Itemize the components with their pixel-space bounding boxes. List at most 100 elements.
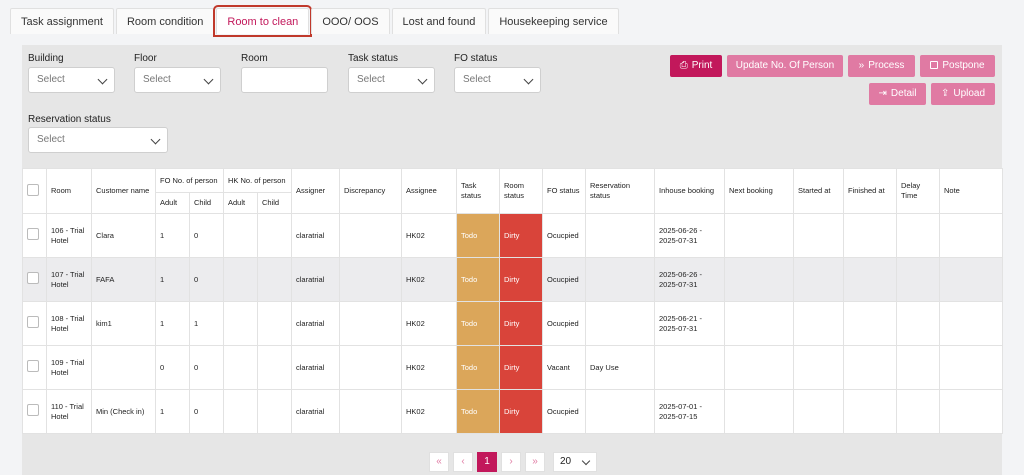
building-select-value: Select bbox=[37, 74, 65, 85]
cell-delay bbox=[896, 301, 940, 346]
cell-fo-adult: 1 bbox=[155, 213, 190, 258]
cell-delay bbox=[896, 213, 940, 258]
select-all-checkbox[interactable] bbox=[27, 183, 39, 196]
row-select-cell bbox=[22, 301, 47, 346]
cell-note bbox=[939, 389, 1003, 434]
col-discrepancy: Discrepancy bbox=[339, 168, 402, 214]
cell-customer: Clara bbox=[91, 213, 156, 258]
cell-hk-adult bbox=[223, 257, 258, 302]
cell-room: 106 - Trial Hotel bbox=[46, 213, 92, 258]
reservation-status-label: Reservation status bbox=[28, 114, 111, 125]
upload-button-label: Upload bbox=[953, 88, 986, 99]
chevron-down-icon bbox=[581, 456, 591, 466]
table-row[interactable]: 106 - Trial Hotel Clara 1 0 claratrial H… bbox=[22, 213, 1003, 258]
building-label: Building bbox=[28, 53, 64, 64]
cell-next-booking bbox=[724, 213, 794, 258]
cell-started-at bbox=[793, 257, 844, 302]
tab-ooo-oos[interactable]: OOO/ OOS bbox=[311, 8, 390, 34]
printer-icon: ⎙ bbox=[679, 60, 688, 71]
tab-room-to-clean[interactable]: Room to clean bbox=[213, 5, 313, 37]
detail-button-label: Detail bbox=[890, 88, 917, 99]
cell-inhouse: 2025-06-26 - 2025-07-31 bbox=[654, 257, 725, 302]
cell-hk-adult bbox=[223, 345, 258, 390]
cell-room-status: Dirty bbox=[499, 257, 543, 302]
tab-task-assignment[interactable]: Task assignment bbox=[10, 8, 114, 34]
cell-started-at bbox=[793, 213, 844, 258]
cell-task-status: Todo bbox=[456, 301, 500, 346]
cell-task-status: Todo bbox=[456, 389, 500, 434]
last-page-button[interactable]: » bbox=[525, 452, 545, 472]
row-checkbox[interactable] bbox=[27, 316, 39, 328]
cell-reservation-status bbox=[585, 257, 655, 302]
reservation-status-select[interactable]: Select bbox=[28, 127, 168, 153]
cell-next-booking bbox=[724, 301, 794, 346]
postpone-button[interactable]: Postpone bbox=[920, 55, 995, 77]
col-room-status: Room status bbox=[499, 168, 543, 214]
table-row[interactable]: 108 - Trial Hotel kim1 1 1 claratrial HK… bbox=[22, 301, 1003, 346]
row-checkbox[interactable] bbox=[27, 360, 39, 372]
upload-icon: ⇪ bbox=[940, 88, 950, 99]
row-select-cell bbox=[22, 257, 47, 302]
process-button[interactable]: » Process bbox=[848, 55, 915, 77]
cell-customer: Min (Check in) bbox=[91, 389, 156, 434]
building-select[interactable]: Select bbox=[28, 67, 115, 93]
table-row[interactable]: 107 - Trial Hotel FAFA 1 0 claratrial HK… bbox=[22, 257, 1003, 302]
fo-status-select[interactable]: Select bbox=[454, 67, 541, 93]
row-checkbox[interactable] bbox=[27, 228, 39, 240]
floor-select[interactable]: Select bbox=[134, 67, 221, 93]
cell-assigner: claratrial bbox=[291, 345, 340, 390]
tab-lost-and-found[interactable]: Lost and found bbox=[391, 8, 487, 34]
col-hk-persons: HK No. of person bbox=[223, 168, 292, 193]
table-row[interactable]: 110 - Trial Hotel Min (Check in) 1 0 cla… bbox=[22, 389, 1003, 434]
detail-button[interactable]: ⇥ Detail bbox=[869, 83, 926, 105]
chevron-down-icon bbox=[203, 74, 214, 85]
cell-discrepancy bbox=[339, 389, 402, 434]
col-next-booking: Next booking bbox=[724, 168, 794, 214]
cell-reservation-status: Day Use bbox=[585, 345, 655, 390]
task-status-select[interactable]: Select bbox=[348, 67, 435, 93]
cell-hk-adult bbox=[223, 301, 258, 346]
print-button[interactable]: ⎙ Print bbox=[670, 55, 722, 77]
room-input[interactable] bbox=[241, 67, 328, 93]
prev-page-button[interactable]: ‹ bbox=[453, 452, 473, 472]
first-page-button[interactable]: « bbox=[429, 452, 449, 472]
cell-fo-status: Ocucpied bbox=[542, 301, 586, 346]
cell-finished-at bbox=[843, 345, 897, 390]
cell-assigner: claratrial bbox=[291, 389, 340, 434]
update-persons-button[interactable]: Update No. Of Person bbox=[727, 55, 843, 77]
cell-customer: FAFA bbox=[91, 257, 156, 302]
cell-discrepancy bbox=[339, 213, 402, 258]
process-button-label: Process bbox=[868, 60, 905, 71]
cell-note bbox=[939, 345, 1003, 390]
postpone-button-label: Postpone bbox=[942, 60, 985, 71]
chevron-down-icon bbox=[97, 74, 108, 85]
room-label: Room bbox=[241, 53, 268, 64]
cell-delay bbox=[896, 257, 940, 302]
cell-inhouse: 2025-06-21 - 2025-07-31 bbox=[654, 301, 725, 346]
cell-hk-child bbox=[257, 257, 292, 302]
table-row[interactable]: 109 - Trial Hotel 0 0 claratrial HK02 To… bbox=[22, 345, 1003, 390]
upload-button[interactable]: ⇪ Upload bbox=[931, 83, 995, 105]
room-to-clean-table: Room Customer name FO No. of person HK N… bbox=[22, 168, 1003, 434]
page-size-select[interactable]: 20 bbox=[553, 452, 597, 472]
row-checkbox[interactable] bbox=[27, 272, 39, 284]
row-select-cell bbox=[22, 345, 47, 390]
cell-assignee: HK02 bbox=[401, 257, 457, 302]
tab-housekeeping-service[interactable]: Housekeeping service bbox=[488, 8, 619, 34]
page-1-button[interactable]: 1 bbox=[477, 452, 497, 472]
tab-room-condition[interactable]: Room condition bbox=[115, 8, 215, 34]
cell-assignee: HK02 bbox=[401, 301, 457, 346]
cell-discrepancy bbox=[339, 301, 402, 346]
double-chevron-right-icon: » bbox=[858, 60, 865, 71]
cell-fo-status: Ocucpied bbox=[542, 213, 586, 258]
cell-finished-at bbox=[843, 301, 897, 346]
col-fo-adult: Adult bbox=[155, 192, 190, 214]
next-page-button[interactable]: › bbox=[501, 452, 521, 472]
cell-room: 108 - Trial Hotel bbox=[46, 301, 92, 346]
col-hk-adult: Adult bbox=[223, 192, 258, 214]
col-room: Room bbox=[46, 168, 92, 214]
cell-task-status: Todo bbox=[456, 213, 500, 258]
col-note: Note bbox=[939, 168, 1003, 214]
col-task-status: Task status bbox=[456, 168, 500, 214]
row-checkbox[interactable] bbox=[27, 404, 39, 416]
